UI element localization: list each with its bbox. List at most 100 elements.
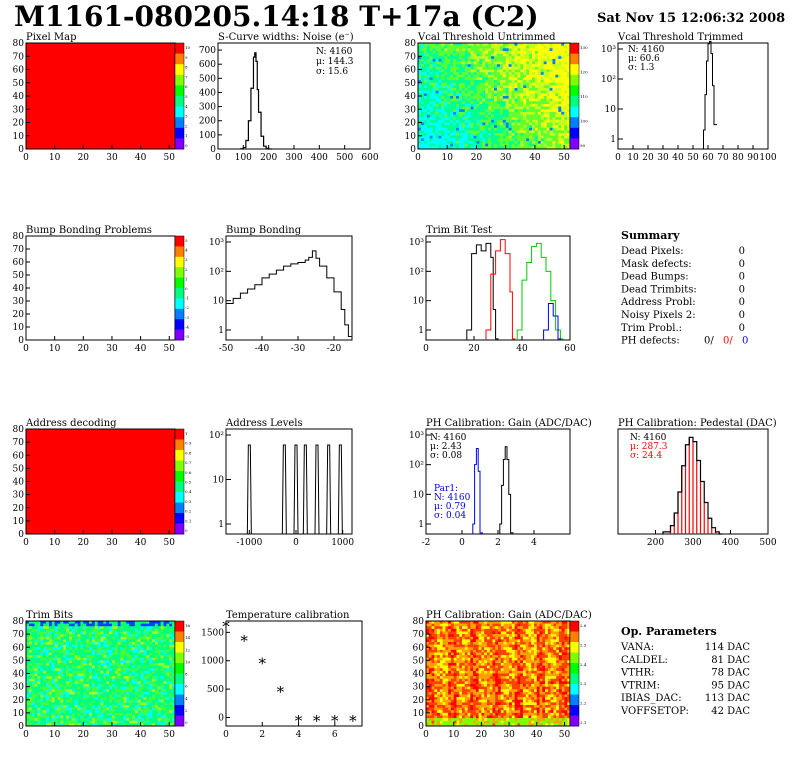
- heatmap-cell: [97, 652, 101, 656]
- heatmap-cell: [432, 93, 436, 97]
- heatmap-cell: [420, 106, 425, 110]
- heatmap-cell: [514, 90, 518, 94]
- heatmap-cell: [66, 652, 70, 656]
- heatmap-cell: [97, 710, 101, 714]
- heatmap-cell: [553, 634, 557, 638]
- heatmap-cell: [488, 74, 492, 78]
- heatmap-cell: [37, 623, 41, 627]
- heatmap-cell: [34, 720, 38, 724]
- heatmap-cell: [154, 668, 159, 672]
- heatmap-cell: [111, 628, 116, 632]
- heatmap-cell: [488, 109, 492, 113]
- heatmap-cell: [494, 119, 498, 123]
- heatmap-cell: [71, 644, 76, 648]
- heatmap-cell: [461, 43, 466, 46]
- heatmap-cell: [60, 699, 64, 703]
- heatmap-cell: [552, 114, 556, 118]
- heatmap-cell: [129, 702, 133, 706]
- heatmap-cell: [169, 647, 173, 651]
- heatmap-cell: [68, 644, 73, 648]
- heatmap-cell: [423, 58, 428, 62]
- heatmap-cell: [561, 127, 565, 131]
- heatmap-cell: [74, 657, 78, 661]
- heatmap-cell: [140, 712, 144, 716]
- heatmap-cell: [461, 64, 466, 68]
- y-tick-label: 10³: [209, 238, 224, 248]
- heatmap-cell: [91, 694, 96, 698]
- heatmap-cell: [438, 103, 442, 107]
- heatmap-cell: [100, 676, 104, 680]
- heatmap-cell: [140, 657, 144, 661]
- heatmap-cell: [152, 681, 156, 685]
- heatmap-cell: [160, 718, 164, 722]
- heatmap-cell: [467, 138, 471, 142]
- heatmap-cell: [117, 663, 121, 666]
- heatmap-cell: [103, 718, 107, 722]
- heatmap-cell: [54, 705, 58, 708]
- heatmap-cell: [26, 681, 30, 685]
- heatmap-cell: [37, 723, 41, 727]
- heatmap-cell: [453, 117, 457, 121]
- heatmap-cell: [488, 43, 492, 46]
- heatmap-cell: [486, 621, 490, 624]
- heatmap-cell: [520, 48, 524, 52]
- heatmap-cell: [114, 626, 118, 630]
- heatmap-cell: [488, 101, 492, 105]
- heatmap-cell: [146, 652, 150, 656]
- y-tick-label: 10²: [409, 461, 424, 471]
- heatmap-cell: [508, 96, 512, 99]
- heatmap-cell: [51, 697, 55, 701]
- heatmap-cell: [154, 634, 159, 638]
- heatmap-cell: [555, 117, 559, 121]
- heatmap-cell: [567, 85, 571, 89]
- heatmap-cell: [63, 621, 67, 624]
- heatmap-cell: [40, 636, 44, 640]
- heatmap-cell: [517, 45, 521, 49]
- heatmap-cell: [479, 82, 483, 86]
- heatmap-cell: [534, 621, 538, 624]
- heatmap-cell: [441, 98, 445, 102]
- heatmap-cell: [74, 628, 78, 632]
- heatmap-cell: [526, 58, 530, 62]
- heatmap-cell: [532, 106, 536, 110]
- heatmap-cell: [529, 98, 533, 102]
- heatmap-cell: [169, 723, 173, 727]
- heatmap-cell: [549, 90, 553, 94]
- heatmap-cell: [561, 45, 565, 49]
- heatmap-cell: [496, 58, 501, 62]
- heatmap-cell: [470, 72, 474, 76]
- heatmap-cell: [476, 77, 480, 81]
- heatmap-cell: [453, 122, 457, 126]
- heatmap-cell: [567, 103, 571, 107]
- heatmap-cell: [123, 636, 127, 640]
- heatmap-cell: [552, 69, 556, 73]
- x-tick-label: 50: [558, 153, 570, 163]
- heatmap-cell: [549, 141, 553, 144]
- heatmap-cell: [453, 80, 457, 84]
- heatmap-cell: [97, 639, 101, 643]
- heatmap-cell: [546, 80, 550, 84]
- heatmap-cell: [132, 647, 136, 651]
- heatmap-cell: [491, 58, 495, 62]
- heatmap-cell: [71, 715, 76, 719]
- heatmap-cell: [143, 644, 147, 648]
- heatmap-cell: [166, 710, 170, 714]
- x-tick-label: 10: [442, 153, 454, 163]
- heatmap-cell: [123, 697, 127, 701]
- heatmap-cell: [57, 715, 61, 719]
- heatmap-cell: [77, 702, 81, 706]
- heatmap-cell: [163, 723, 167, 727]
- heatmap-cell: [508, 61, 512, 65]
- heatmap-cell: [106, 705, 110, 708]
- heatmap-cell: [514, 117, 518, 121]
- heatmap-cell: [464, 138, 468, 142]
- heatmap-cell: [60, 673, 64, 677]
- heatmap-cell: [458, 119, 463, 123]
- heatmap-cell: [97, 665, 101, 669]
- heatmap-cell: [169, 628, 173, 632]
- heatmap-cell: [453, 43, 457, 46]
- heatmap-cell: [114, 657, 118, 661]
- heatmap-cell: [529, 96, 533, 99]
- heatmap-cell: [63, 655, 67, 659]
- heatmap-cell: [74, 636, 78, 640]
